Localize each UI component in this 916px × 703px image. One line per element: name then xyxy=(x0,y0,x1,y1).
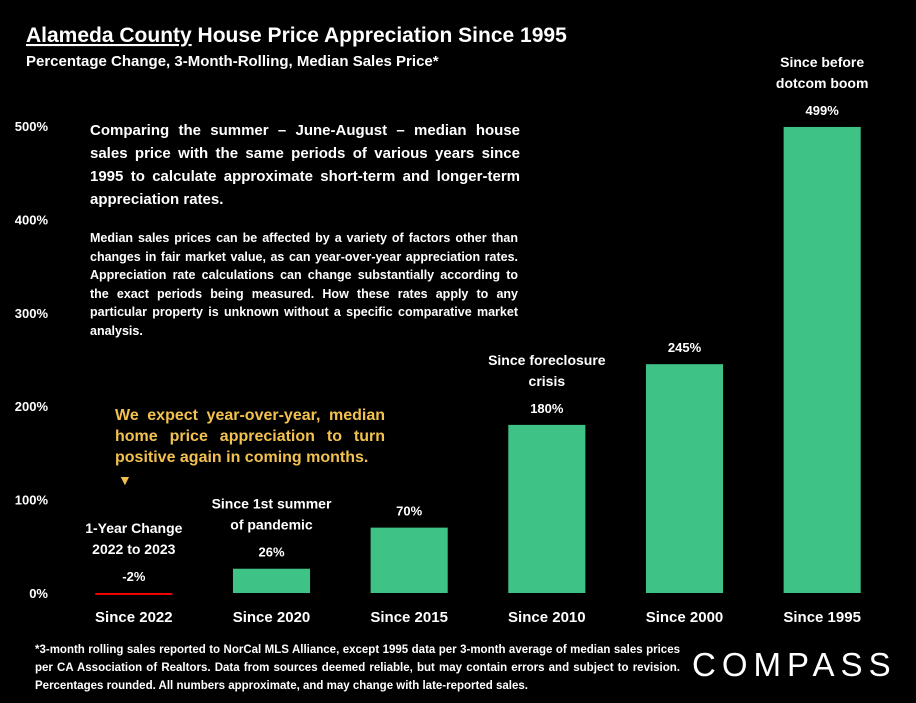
caveat-text: Median sales prices can be affected by a… xyxy=(90,231,518,338)
y-tick-label: 200% xyxy=(15,399,49,414)
x-tick-label: Since 2015 xyxy=(370,609,448,626)
y-tick-label: 500% xyxy=(15,119,49,134)
callout-arrow: ▼ xyxy=(118,472,132,488)
y-tick-label: 100% xyxy=(15,493,49,508)
x-tick-label: Since 2020 xyxy=(233,609,311,626)
bar-note: Since before xyxy=(780,54,864,70)
value-label: 26% xyxy=(258,545,284,560)
callout-text: We expect year-over-year, median home pr… xyxy=(115,407,385,466)
value-label: 180% xyxy=(530,401,564,416)
chart-subtitle: Percentage Change, 3-Month-Rolling, Medi… xyxy=(26,53,439,70)
intro-text: Comparing the summer – June-August – med… xyxy=(90,122,520,208)
bar xyxy=(783,126,861,594)
title-underlined: Alameda County xyxy=(26,24,192,47)
value-label: 499% xyxy=(806,103,840,118)
y-tick-label: 300% xyxy=(15,306,49,321)
bar xyxy=(645,364,724,593)
bar-note: of pandemic xyxy=(230,517,313,533)
bar-note: dotcom boom xyxy=(776,75,869,91)
y-tick-label: 0% xyxy=(29,586,48,601)
bar-note: 2022 to 2023 xyxy=(92,541,175,557)
footnote: *3-month rolling sales reported to NorCa… xyxy=(35,644,680,692)
bar-note: Since foreclosure xyxy=(488,352,606,368)
bar xyxy=(508,424,586,593)
bar-note: 1-Year Change xyxy=(85,520,182,536)
y-tick-label: 400% xyxy=(15,212,49,227)
bar-note: Since 1st summer xyxy=(212,496,332,512)
bar xyxy=(232,568,311,593)
x-tick-label: Since 2000 xyxy=(646,609,724,626)
x-tick-label: Since 2022 xyxy=(95,609,173,626)
x-tick-label: Since 2010 xyxy=(508,609,586,626)
bar-note: crisis xyxy=(529,373,566,389)
x-tick-label: Since 1995 xyxy=(783,609,861,626)
brand-logo: COMPASS xyxy=(692,646,897,683)
bar xyxy=(370,527,448,593)
title-rest: House Price Appreciation Since 1995 xyxy=(198,24,568,47)
value-label: -2% xyxy=(122,569,146,584)
bar xyxy=(95,593,173,595)
value-label: 245% xyxy=(668,340,702,355)
chart-title: Alameda County House Price Appreciation … xyxy=(26,24,567,47)
value-label: 70% xyxy=(396,504,422,519)
